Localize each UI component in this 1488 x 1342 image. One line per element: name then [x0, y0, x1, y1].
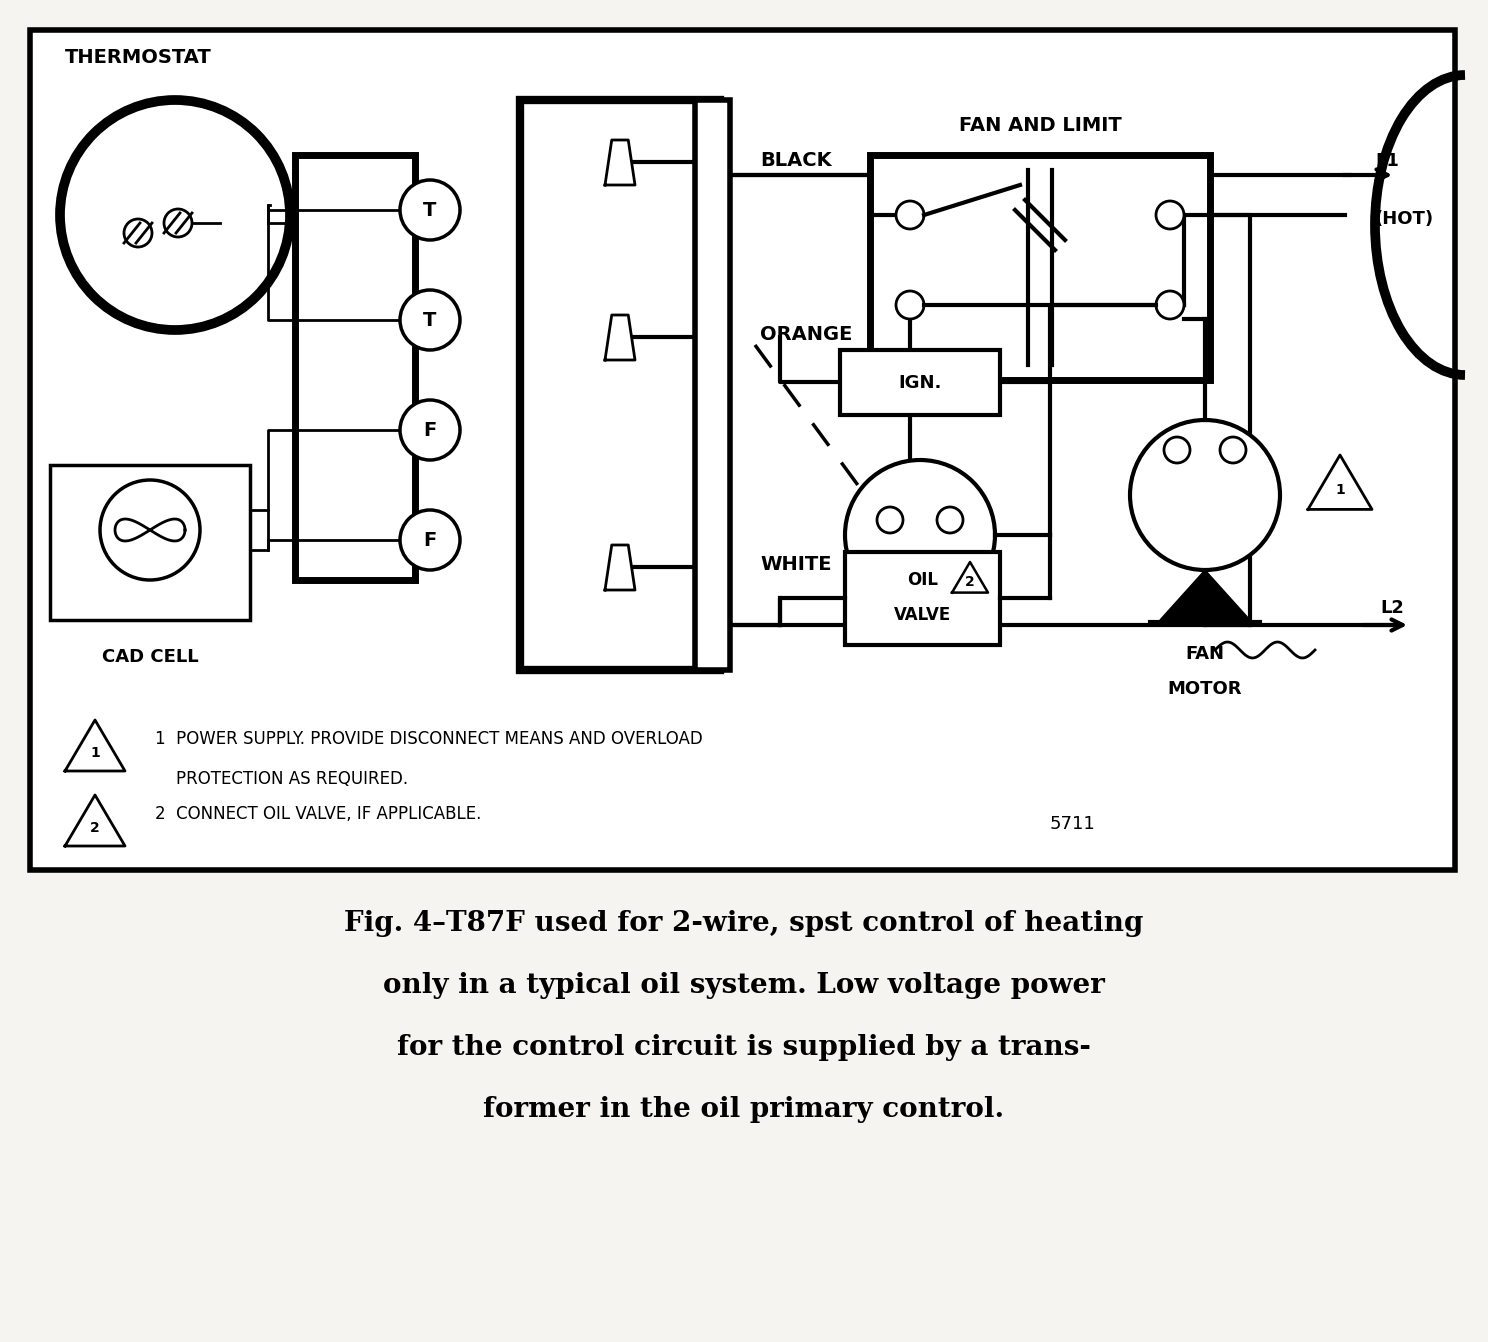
Circle shape	[1156, 201, 1184, 229]
Text: 2: 2	[91, 821, 100, 835]
Circle shape	[164, 209, 192, 238]
Circle shape	[100, 480, 199, 580]
Text: T: T	[423, 310, 436, 330]
Circle shape	[876, 507, 903, 533]
Circle shape	[124, 219, 152, 247]
Text: 2: 2	[966, 574, 975, 589]
Text: 1: 1	[91, 746, 100, 760]
Text: WHITE: WHITE	[760, 556, 832, 574]
Text: only in a typical oil system. Low voltage power: only in a typical oil system. Low voltag…	[382, 972, 1106, 998]
Text: BLACK: BLACK	[760, 150, 832, 169]
Text: former in the oil primary control.: former in the oil primary control.	[484, 1096, 1004, 1123]
Text: Fig. 4–T87F used for 2-wire, spst control of heating: Fig. 4–T87F used for 2-wire, spst contro…	[344, 910, 1144, 937]
Bar	[295, 154, 415, 580]
Circle shape	[400, 510, 460, 570]
Circle shape	[400, 400, 460, 460]
Bar	[695, 101, 731, 670]
Circle shape	[400, 180, 460, 240]
Bar	[841, 350, 1000, 415]
Text: L1: L1	[1375, 152, 1399, 170]
Polygon shape	[606, 315, 635, 360]
Text: 2  CONNECT OIL VALVE, IF APPLICABLE.: 2 CONNECT OIL VALVE, IF APPLICABLE.	[155, 805, 482, 823]
Polygon shape	[65, 794, 125, 845]
Text: FAN AND LIMIT: FAN AND LIMIT	[958, 115, 1122, 136]
Polygon shape	[1308, 455, 1372, 510]
Text: F: F	[424, 530, 436, 549]
Polygon shape	[606, 140, 635, 185]
Text: for the control circuit is supplied by a trans-: for the control circuit is supplied by a…	[397, 1033, 1091, 1062]
Text: F: F	[424, 420, 436, 439]
Bar	[30, 30, 1455, 870]
Circle shape	[60, 101, 290, 330]
Circle shape	[896, 291, 924, 319]
Text: BURNER: BURNER	[878, 632, 961, 650]
Text: THERMOSTAT: THERMOSTAT	[65, 48, 211, 67]
Bar	[519, 101, 720, 670]
Circle shape	[845, 460, 995, 611]
Text: FAN: FAN	[1186, 646, 1225, 663]
Circle shape	[1156, 291, 1184, 319]
Text: 5711: 5711	[1051, 815, 1095, 833]
Polygon shape	[65, 721, 125, 772]
Text: 1  POWER SUPPLY. PROVIDE DISCONNECT MEANS AND OVERLOAD: 1 POWER SUPPLY. PROVIDE DISCONNECT MEANS…	[155, 730, 702, 747]
Circle shape	[400, 290, 460, 350]
Bar	[51, 464, 250, 620]
Text: MOTOR: MOTOR	[1168, 680, 1242, 698]
Text: CAD CELL: CAD CELL	[101, 648, 198, 666]
Circle shape	[937, 507, 963, 533]
Text: (HOT): (HOT)	[1375, 209, 1434, 228]
Polygon shape	[952, 562, 988, 593]
Polygon shape	[1161, 570, 1250, 620]
Text: T: T	[423, 200, 436, 220]
Text: 1: 1	[1335, 483, 1345, 497]
Circle shape	[1220, 437, 1245, 463]
Circle shape	[1164, 437, 1190, 463]
Bar	[845, 552, 1000, 646]
Text: IGN.: IGN.	[899, 373, 942, 392]
Text: OIL: OIL	[908, 570, 937, 589]
Text: ORANGE: ORANGE	[760, 326, 853, 345]
Circle shape	[1129, 420, 1280, 570]
Text: PROTECTION AS REQUIRED.: PROTECTION AS REQUIRED.	[155, 770, 408, 788]
Bar	[870, 154, 1210, 380]
Text: VALVE: VALVE	[894, 607, 951, 624]
Text: L2: L2	[1379, 599, 1403, 617]
Circle shape	[896, 201, 924, 229]
Polygon shape	[606, 545, 635, 590]
